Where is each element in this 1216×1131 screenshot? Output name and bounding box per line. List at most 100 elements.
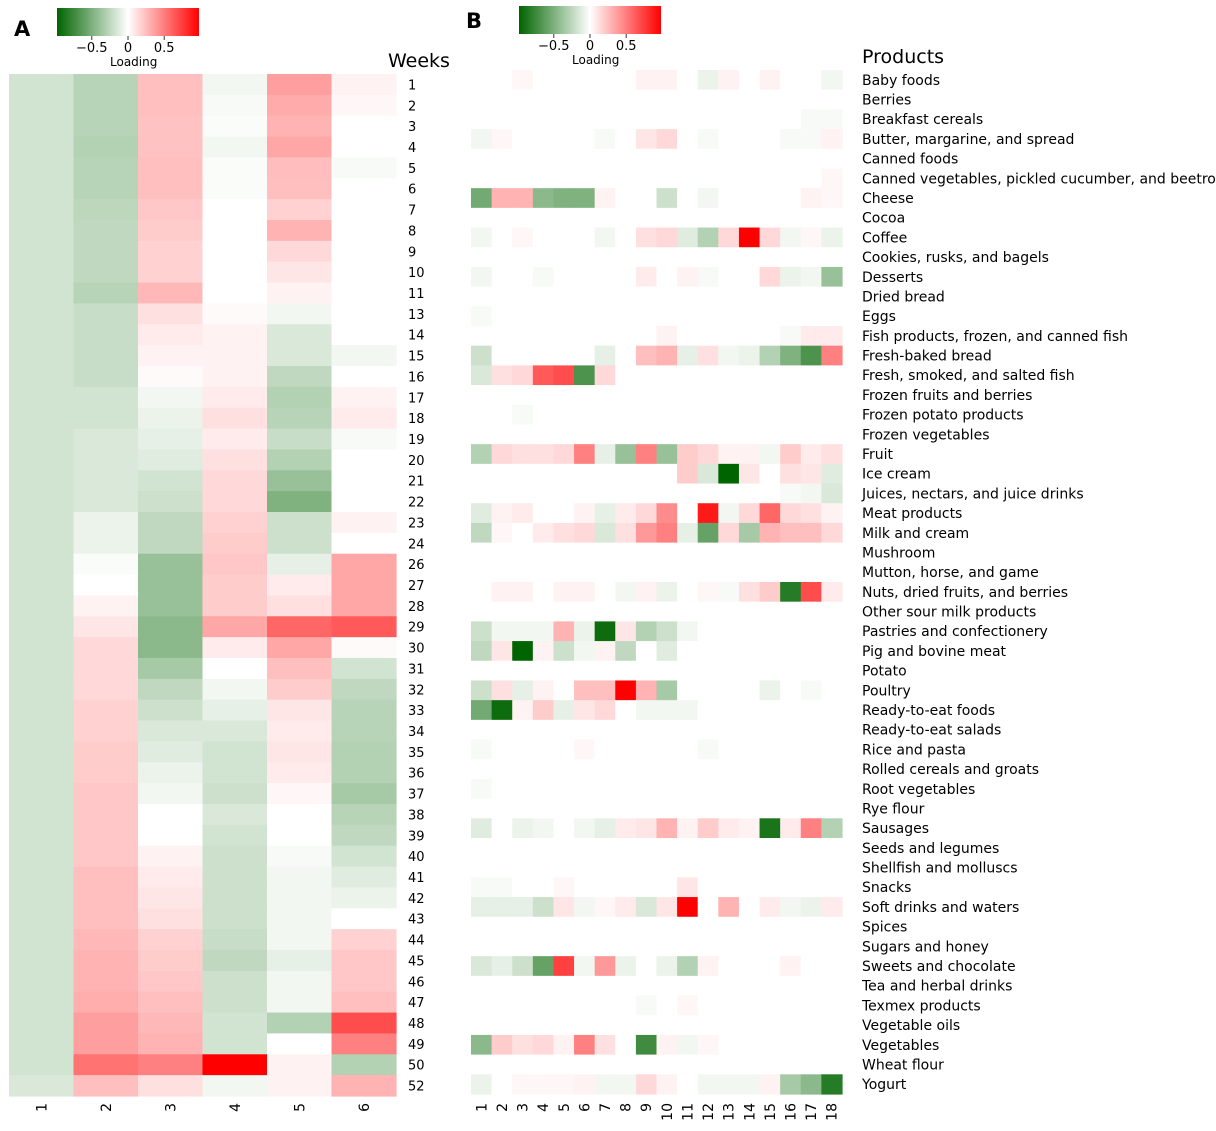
heatmap-cell bbox=[553, 877, 575, 898]
heatmap-cell bbox=[738, 818, 761, 839]
heatmap-cell bbox=[331, 74, 397, 96]
heatmap-cell bbox=[532, 778, 555, 800]
heatmap-cell bbox=[512, 70, 534, 91]
heatmap-cell bbox=[656, 424, 678, 445]
heatmap-cell bbox=[635, 995, 658, 1016]
row-label: Canned vegetables, pickled cucumber, and… bbox=[862, 171, 1216, 187]
column-label: 9 bbox=[639, 1103, 655, 1112]
heatmap-cell bbox=[574, 601, 596, 622]
heatmap-cell bbox=[594, 70, 616, 91]
heatmap-cell bbox=[594, 641, 616, 662]
heatmap-cell bbox=[656, 641, 678, 662]
heatmap-cell bbox=[738, 207, 761, 229]
heatmap-cell bbox=[202, 324, 268, 346]
heatmap-cell bbox=[780, 1034, 802, 1056]
heatmap-cell bbox=[138, 887, 204, 909]
heatmap-cell bbox=[697, 582, 719, 603]
heatmap-cell bbox=[9, 720, 75, 743]
heatmap-cell bbox=[697, 897, 719, 918]
heatmap-cell bbox=[553, 818, 575, 839]
heatmap-cell bbox=[738, 897, 761, 918]
heatmap-cell bbox=[677, 444, 699, 465]
heatmap-cell bbox=[9, 804, 75, 826]
heatmap-cell bbox=[656, 404, 678, 426]
heatmap-cell bbox=[594, 798, 616, 819]
heatmap-cell bbox=[759, 207, 781, 229]
heatmap-cell bbox=[491, 719, 513, 741]
heatmap-cell bbox=[331, 324, 397, 346]
heatmap-cell bbox=[718, 1054, 740, 1075]
heatmap-cell bbox=[677, 463, 699, 485]
heatmap-cell bbox=[491, 542, 513, 563]
heatmap-cell bbox=[697, 306, 719, 327]
heatmap-cell bbox=[9, 324, 75, 346]
heatmap-cell bbox=[677, 641, 699, 662]
heatmap-cell bbox=[202, 345, 268, 367]
heatmap-cell bbox=[532, 70, 555, 91]
heatmap-cell bbox=[738, 660, 761, 682]
heatmap-cell bbox=[267, 553, 333, 576]
heatmap-cell bbox=[718, 975, 740, 997]
heatmap-cell bbox=[491, 877, 513, 898]
heatmap-cell bbox=[471, 129, 493, 150]
heatmap-cell bbox=[738, 129, 761, 150]
heatmap-cell bbox=[780, 660, 802, 682]
heatmap-cell bbox=[635, 700, 658, 721]
heatmap-cell bbox=[202, 658, 268, 680]
heatmap-cell bbox=[138, 866, 204, 889]
heatmap-cell bbox=[718, 798, 740, 819]
heatmap-cell bbox=[532, 818, 555, 839]
row-label: Fruit bbox=[862, 447, 894, 463]
heatmap-cell bbox=[800, 542, 822, 563]
heatmap-cell bbox=[821, 897, 843, 918]
row-label: Juices, nectars, and juice drinks bbox=[861, 486, 1084, 502]
column-label: 4 bbox=[228, 1103, 244, 1112]
heatmap-cell bbox=[821, 660, 843, 682]
row-label: 20 bbox=[408, 454, 425, 469]
heatmap-cell bbox=[821, 424, 843, 445]
heatmap-cell bbox=[331, 428, 397, 451]
heatmap-cell bbox=[202, 303, 268, 325]
heatmap-cell bbox=[677, 129, 699, 150]
heatmap-cell bbox=[9, 94, 75, 117]
heatmap-cell bbox=[9, 866, 75, 889]
column-label: 13 bbox=[722, 1103, 738, 1121]
heatmap-cell bbox=[594, 1015, 616, 1036]
heatmap-cell bbox=[697, 385, 719, 406]
heatmap-cell bbox=[718, 680, 740, 701]
heatmap-cell bbox=[512, 1015, 534, 1036]
heatmap-cell bbox=[635, 680, 658, 701]
heatmap-cell bbox=[267, 345, 333, 367]
heatmap-cell bbox=[9, 157, 75, 179]
heatmap-cell bbox=[656, 601, 678, 622]
heatmap-cell bbox=[738, 1074, 761, 1095]
heatmap-cell bbox=[267, 929, 333, 951]
heatmap-cell bbox=[491, 759, 513, 780]
heatmap-cell bbox=[594, 503, 616, 524]
heatmap-cell bbox=[615, 247, 637, 268]
heatmap-cell bbox=[800, 444, 822, 465]
row-label: Dried bread bbox=[862, 289, 945, 305]
heatmap-cell bbox=[9, 199, 75, 221]
heatmap-cell bbox=[553, 188, 575, 209]
heatmap-cell bbox=[718, 168, 740, 189]
heatmap-cell bbox=[656, 975, 678, 997]
heatmap-cell bbox=[331, 491, 397, 513]
heatmap-cell bbox=[491, 89, 513, 110]
heatmap-cell bbox=[635, 522, 658, 544]
heatmap-cell bbox=[574, 148, 596, 170]
heatmap-cell bbox=[738, 1034, 761, 1056]
heatmap-cell bbox=[697, 877, 719, 898]
heatmap-cell bbox=[615, 444, 637, 465]
heatmap-cell bbox=[635, 956, 658, 977]
heatmap-cell bbox=[553, 739, 575, 760]
heatmap-cell bbox=[677, 404, 699, 426]
heatmap-cell bbox=[532, 975, 555, 997]
heatmap-cell bbox=[821, 522, 843, 544]
heatmap-cell bbox=[532, 798, 555, 819]
heatmap-cell bbox=[759, 1015, 781, 1036]
heatmap-cell bbox=[677, 562, 699, 583]
heatmap-cell bbox=[138, 699, 204, 722]
heatmap-cell bbox=[780, 641, 802, 662]
heatmap-cell bbox=[738, 621, 761, 642]
